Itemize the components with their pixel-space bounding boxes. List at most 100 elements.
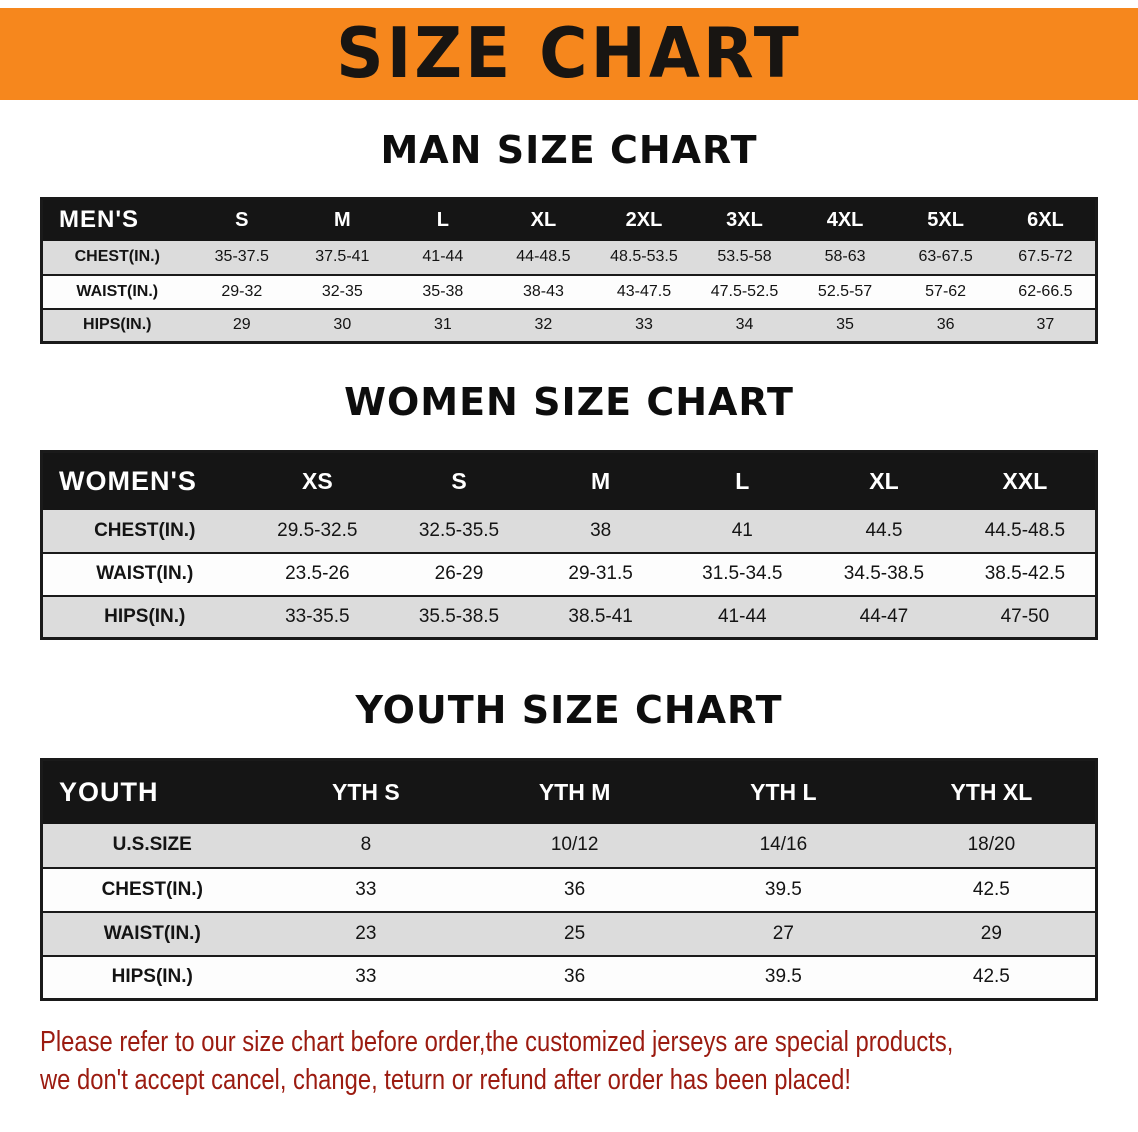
measurement-label: CHEST(IN.): [41, 240, 192, 275]
size-column-header: M: [529, 451, 672, 510]
size-value: 52.5-57: [794, 274, 896, 309]
size-value: 43-47.5: [593, 274, 695, 309]
size-column-header: L: [671, 451, 814, 510]
men-size-table: MEN'S S M L XL 2XL 3XL 4XL 5XL 6XL CHEST(IN.) 35-37…: [40, 197, 1098, 344]
size-value: 42.5: [887, 867, 1097, 912]
size-value: 29: [191, 308, 293, 343]
size-value: 14/16: [679, 823, 888, 868]
size-value: 36: [470, 867, 679, 912]
measurement-row: HIPS(IN.) 33 36 39.5 42.5: [41, 955, 1097, 1000]
size-column-header: 2XL: [593, 198, 695, 241]
measurement-label: U.S.SIZE: [41, 823, 262, 868]
measurement-row: CHEST(IN.) 35-37.5 37.5-41 41-44 44-48.5 48.5…: [41, 240, 1097, 275]
size-value: 47-50: [954, 595, 1097, 639]
measurement-row: CHEST(IN.) 29.5-32.5 32.5-35.5 38 41 44.5 44.5…: [41, 509, 1097, 553]
size-value: 38.5-42.5: [954, 552, 1097, 596]
measurement-row: HIPS(IN.) 29 30 31 32 33 34 35 36 37: [41, 308, 1097, 343]
size-value: 39.5: [679, 867, 888, 912]
size-column-header: 6XL: [995, 198, 1097, 241]
size-column-header: 5XL: [895, 198, 996, 241]
size-value: 44.5: [813, 509, 955, 553]
measurement-row: HIPS(IN.) 33-35.5 35.5-38.5 38.5-41 41-44 44-…: [41, 595, 1097, 639]
men-section-heading: MAN SIZE CHART: [380, 128, 758, 172]
size-value: 33-35.5: [246, 595, 389, 639]
size-value: 18/20: [887, 823, 1097, 868]
table-title-cell: WOMEN'S: [41, 451, 247, 510]
size-table-header-row: WOMEN'S XS S M L XL XXL: [41, 451, 1097, 510]
size-value: 36: [895, 308, 996, 343]
size-value: 35-37.5: [191, 240, 293, 275]
measurement-row: CHEST(IN.) 33 36 39.5 42.5: [41, 867, 1097, 912]
size-value: 26-29: [388, 552, 530, 596]
size-table-header-row: YOUTH YTH S YTH M YTH L YTH XL: [41, 759, 1097, 824]
size-column-header: XXL: [954, 451, 1097, 510]
youth-size-table: YOUTH YTH S YTH M YTH L YTH XL U.S.SIZE 8 10/12…: [40, 758, 1098, 1001]
size-value: 29-32: [191, 274, 293, 309]
page-title: SIZE CHART: [336, 13, 802, 94]
size-table-header-row: MEN'S S M L XL 2XL 3XL 4XL 5XL 6XL: [41, 198, 1097, 241]
size-value: 27: [679, 911, 888, 956]
size-value: 38.5-41: [529, 595, 672, 639]
size-value: 44.5-48.5: [954, 509, 1097, 553]
size-value: 58-63: [794, 240, 896, 275]
measurement-label: WAIST(IN.): [41, 274, 192, 309]
size-value: 10/12: [470, 823, 679, 868]
table-title-cell: YOUTH: [41, 759, 262, 824]
size-value: 41: [671, 509, 814, 553]
women-size-table: WOMEN'S XS S M L XL XXL CHEST(IN.) 29.5-32.5 32.5…: [40, 450, 1098, 640]
measurement-label: HIPS(IN.): [41, 308, 192, 343]
size-value: 23.5-26: [246, 552, 389, 596]
size-value: 35.5-38.5: [388, 595, 530, 639]
measurement-row: WAIST(IN.) 29-32 32-35 35-38 38-43 43-47.5 47.…: [41, 274, 1097, 309]
size-value: 57-62: [895, 274, 996, 309]
size-value: 38-43: [493, 274, 594, 309]
youth-section-heading: YOUTH SIZE CHART: [355, 688, 783, 732]
size-value: 37.5-41: [292, 240, 393, 275]
size-column-header: L: [392, 198, 494, 241]
measurement-label: HIPS(IN.): [41, 955, 262, 1000]
size-column-header: XS: [246, 451, 389, 510]
banner: SIZE CHART: [0, 8, 1138, 100]
size-value: 34.5-38.5: [813, 552, 955, 596]
size-value: 29: [887, 911, 1097, 956]
note-line-2: we don't accept cancel, change, teturn o…: [40, 1064, 851, 1096]
size-value: 37: [995, 308, 1097, 343]
measurement-label: WAIST(IN.): [41, 911, 262, 956]
measurement-label: CHEST(IN.): [41, 509, 247, 553]
size-value: 32-35: [292, 274, 393, 309]
size-value: 33: [593, 308, 695, 343]
size-value: 32: [493, 308, 594, 343]
size-value: 44-48.5: [493, 240, 594, 275]
size-column-header: M: [292, 198, 393, 241]
size-value: 41-44: [671, 595, 814, 639]
size-column-header: YTH M: [470, 759, 679, 824]
women-section-heading: WOMEN SIZE CHART: [344, 380, 794, 424]
size-column-header: YTH L: [679, 759, 888, 824]
size-value: 25: [470, 911, 679, 956]
measurement-row: WAIST(IN.) 23 25 27 29: [41, 911, 1097, 956]
size-value: 63-67.5: [895, 240, 996, 275]
size-value: 39.5: [679, 955, 888, 1000]
measurement-label: HIPS(IN.): [41, 595, 247, 639]
size-value: 31: [392, 308, 494, 343]
men-size-section: MAN SIZE CHART MEN'S S M L XL 2XL 3XL 4XL 5XL 6XL…: [0, 128, 1138, 344]
size-value: 32.5-35.5: [388, 509, 530, 553]
size-value: 41-44: [392, 240, 494, 275]
measurement-label: CHEST(IN.): [41, 867, 262, 912]
size-value: 8: [261, 823, 471, 868]
size-column-header: S: [191, 198, 293, 241]
order-policy-note: Please refer to our size chart before or…: [40, 1023, 1118, 1099]
size-column-header: S: [388, 451, 530, 510]
measurement-row: U.S.SIZE 8 10/12 14/16 18/20: [41, 823, 1097, 868]
size-value: 38: [529, 509, 672, 553]
size-column-header: XL: [493, 198, 594, 241]
size-value: 48.5-53.5: [593, 240, 695, 275]
note-line-1: Please refer to our size chart before or…: [40, 1026, 954, 1058]
size-value: 44-47: [813, 595, 955, 639]
measurement-row: WAIST(IN.) 23.5-26 26-29 29-31.5 31.5-34.5 34…: [41, 552, 1097, 596]
size-value: 36: [470, 955, 679, 1000]
size-value: 29.5-32.5: [246, 509, 389, 553]
size-value: 47.5-52.5: [694, 274, 795, 309]
size-value: 67.5-72: [995, 240, 1097, 275]
